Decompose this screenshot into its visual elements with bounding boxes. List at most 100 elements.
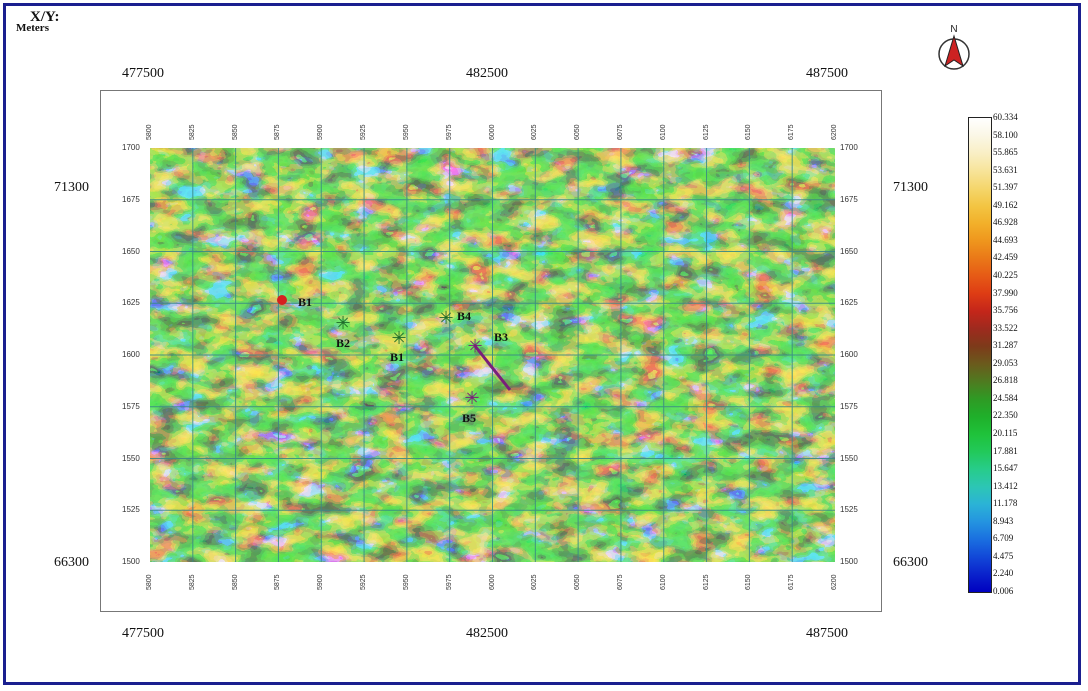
scale-value-label: 40.225	[993, 270, 1018, 280]
scale-value-label: 26.818	[993, 375, 1018, 386]
scale-value-label: 44.693	[993, 234, 1018, 245]
top-inner-tick: 5975	[445, 124, 453, 140]
xy-label: X/Y:	[30, 9, 60, 25]
left-inner-tick: 1650	[122, 246, 140, 256]
left-inner-tick: 1700	[122, 143, 140, 152]
top-inner-tick: 6075	[616, 124, 624, 140]
scale-value-label: 55.865	[993, 147, 1018, 158]
well-marker-icon	[277, 295, 287, 305]
top-inner-tick: 6025	[531, 124, 539, 140]
left-inner-tick: 1675	[122, 194, 140, 204]
bottom-inner-tick: 5850	[231, 574, 239, 590]
scale-value-label: 31.287	[993, 340, 1018, 351]
top-inner-tick: 6050	[574, 124, 582, 140]
well-label: B5	[462, 411, 476, 425]
top-inner-tick: 5825	[188, 124, 196, 140]
bottom-inner-tick: 5800	[146, 574, 153, 590]
scale-value-label: 58.100	[993, 129, 1018, 140]
well-label: B2	[336, 336, 350, 350]
right-y-label: 66300	[893, 555, 928, 570]
scale-value-label: 8.943	[993, 515, 1014, 526]
bottom-x-label: 477500	[122, 626, 164, 641]
right-inner-tick: 1700	[840, 143, 858, 152]
scale-value-label: 4.475	[993, 550, 1014, 561]
scale-value-label: 2.240	[993, 568, 1014, 579]
top-x-label: 477500	[122, 66, 164, 81]
top-inner-tick: 6125	[702, 124, 710, 140]
right-inner-tick: 1600	[840, 350, 858, 359]
north-label: N	[950, 24, 957, 35]
top-inner-tick: 6200	[831, 124, 838, 140]
top-inner-tick: 5850	[231, 124, 239, 140]
right-inner-tick: 1525	[840, 505, 858, 515]
bottom-inner-tick: 5825	[188, 574, 196, 590]
scale-value-label: 35.756	[993, 305, 1018, 316]
bottom-inner-tick: 5925	[360, 574, 368, 590]
scale-value-label: 6.709	[993, 533, 1014, 544]
left-y-label: 71300	[54, 180, 89, 195]
bottom-inner-tick: 6025	[531, 574, 539, 590]
scale-value-label: 15.647	[993, 463, 1018, 474]
well-label: B4	[457, 309, 471, 323]
survey-grid-map: B1✳B2✳B1✳B4✳B3✳B5	[150, 148, 835, 562]
scale-value-label: 53.631	[993, 164, 1018, 175]
top-inner-tick: 5800	[146, 124, 153, 140]
bottom-inner-tick: 6000	[488, 574, 496, 590]
left-y-label: 66300	[54, 555, 89, 570]
scale-value-label: 13.412	[993, 480, 1018, 491]
profile-line	[473, 345, 512, 391]
well-marker-icon: ✳	[391, 328, 406, 349]
top-inner-tick: 5950	[402, 124, 410, 140]
right-inner-tick: 1625	[840, 298, 858, 308]
map-area: B1✳B2✳B1✳B4✳B3✳B5	[150, 148, 835, 562]
scale-value-label: 46.928	[993, 217, 1018, 228]
right-inner-tick: 1675	[840, 194, 858, 204]
bottom-inner-tick: 6075	[616, 574, 624, 590]
bottom-x-label: 482500	[466, 626, 508, 641]
scale-value-label: 33.522	[993, 322, 1018, 333]
scale-value-label: 20.115	[993, 428, 1018, 438]
top-inner-tick: 6000	[488, 124, 496, 140]
bottom-inner-tick: 5950	[402, 574, 410, 590]
top-inner-tick: 5875	[274, 124, 282, 140]
left-inner-tick: 1525	[122, 505, 140, 515]
well-label: B3	[494, 330, 508, 344]
bottom-inner-tick: 6100	[659, 574, 667, 590]
left-inner-tick: 1600	[122, 350, 140, 359]
scale-value-label: 49.162	[993, 199, 1018, 210]
bottom-inner-tick: 6050	[574, 574, 582, 590]
bottom-inner-tick: 5900	[317, 574, 325, 590]
scale-value-label: 24.584	[993, 392, 1018, 403]
top-inner-tick: 5900	[317, 124, 325, 140]
bottom-inner-tick: 5975	[445, 574, 453, 590]
top-inner-tick: 6175	[788, 124, 796, 140]
scale-value-label: 42.459	[993, 252, 1018, 263]
bottom-inner-tick: 5875	[274, 574, 282, 590]
left-inner-tick: 1550	[122, 453, 140, 463]
bottom-inner-tick: 6175	[788, 574, 796, 590]
top-inner-tick: 6100	[659, 124, 667, 140]
bottom-x-label: 487500	[806, 626, 848, 641]
scale-value-label: 29.053	[993, 357, 1018, 368]
right-y-label: 71300	[893, 180, 928, 195]
well-label: B1	[298, 295, 312, 309]
well-marker-icon: ✳	[438, 308, 453, 329]
top-x-label: 482500	[466, 66, 508, 81]
units-label: Meters	[16, 22, 49, 34]
scale-value-label: 0.006	[993, 586, 1014, 596]
scale-value-label: 51.397	[993, 182, 1018, 193]
left-inner-tick: 1575	[122, 401, 140, 411]
top-inner-tick: 5925	[360, 124, 368, 140]
well-label: B1	[390, 350, 404, 364]
bottom-inner-tick: 6150	[745, 574, 753, 590]
color-scale-bar	[968, 117, 992, 593]
right-inner-tick: 1650	[840, 246, 858, 256]
scale-value-label: 17.881	[993, 445, 1018, 456]
top-x-label: 487500	[806, 66, 848, 81]
scale-value-label: 37.990	[993, 287, 1018, 298]
left-inner-tick: 1500	[122, 557, 140, 566]
bottom-inner-tick: 6200	[831, 574, 838, 590]
well-marker-icon: ✳	[335, 313, 350, 334]
left-inner-tick: 1625	[122, 298, 140, 308]
scale-value-label: 22.350	[993, 410, 1018, 421]
